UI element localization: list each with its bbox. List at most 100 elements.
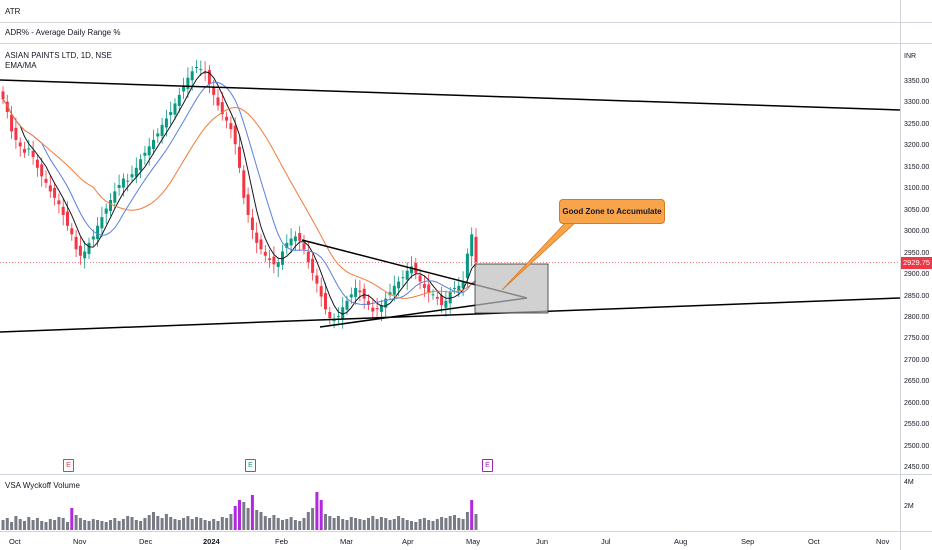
volume-bar xyxy=(367,518,370,530)
price-tick-label: 2450.00 xyxy=(904,464,930,472)
volume-bar xyxy=(465,512,469,530)
candle-body xyxy=(220,102,224,115)
candle-body xyxy=(207,69,211,85)
candle-body xyxy=(225,116,229,121)
volume-bar xyxy=(461,519,465,530)
volume-bar xyxy=(195,517,198,530)
price-tick-label: 2800.00 xyxy=(904,313,930,321)
adr-indicator-label[interactable]: ADR% - Average Daily Range % xyxy=(5,28,121,37)
earnings-event-icon[interactable]: E xyxy=(482,459,493,472)
candle-body xyxy=(177,94,181,107)
volume-bar xyxy=(375,519,379,530)
volume-bar xyxy=(14,516,18,530)
candle-body xyxy=(1,91,5,100)
volume-bar xyxy=(207,521,211,530)
candle-body xyxy=(435,296,439,299)
volume-bar xyxy=(130,517,134,530)
candle-body xyxy=(10,114,14,132)
candle-body xyxy=(113,191,117,203)
pane-separator[interactable] xyxy=(0,43,932,44)
candle-body xyxy=(259,239,263,250)
candle-body xyxy=(289,238,293,246)
volume-indicator-label[interactable]: VSA Wyckoff Volume xyxy=(5,481,80,490)
volume-bar xyxy=(35,518,39,530)
candle-body xyxy=(306,251,310,263)
volume-bar xyxy=(216,521,220,530)
volume-bar xyxy=(298,521,302,530)
volume-bar xyxy=(328,516,332,530)
volume-bar xyxy=(23,521,26,530)
volume-bar xyxy=(40,521,44,530)
earnings-event-icon[interactable]: E xyxy=(63,459,74,472)
lower-trendline xyxy=(0,297,901,333)
candle-body xyxy=(91,236,95,240)
candle-body xyxy=(319,286,323,297)
earnings-event-icon[interactable]: E xyxy=(245,459,256,472)
candle-body xyxy=(410,266,413,274)
volume-bar xyxy=(255,510,259,530)
volume-bar xyxy=(31,520,35,530)
volume-bar xyxy=(371,516,375,530)
volume-bar xyxy=(1,520,5,530)
candle-body xyxy=(27,148,31,150)
price-tick-label: 3050.00 xyxy=(904,206,930,214)
candle-body xyxy=(130,174,134,178)
price-tick-label: 2500.00 xyxy=(904,442,930,450)
candle-body xyxy=(302,243,306,250)
volume-bar xyxy=(212,519,216,530)
candle-body xyxy=(126,180,130,182)
candle-body xyxy=(250,217,254,231)
candle-body xyxy=(229,123,233,130)
volume-bar xyxy=(156,516,160,530)
candle-body xyxy=(345,300,349,310)
candle-body xyxy=(324,293,327,310)
volume-bar xyxy=(259,512,263,530)
candle-body xyxy=(431,294,435,296)
candle-body xyxy=(444,300,448,308)
volume-bar xyxy=(27,517,31,530)
candle-body xyxy=(74,236,78,250)
atr-indicator-label[interactable]: ATR xyxy=(5,7,21,16)
volume-bar xyxy=(418,519,422,530)
candle-body xyxy=(397,281,401,289)
price-tick-label: 2850.00 xyxy=(904,292,930,300)
candle-body xyxy=(263,251,267,256)
volume-bar xyxy=(152,512,155,530)
candle-body xyxy=(31,151,35,158)
candle-body xyxy=(83,251,87,259)
volume-bar xyxy=(5,518,9,530)
volume-bar xyxy=(250,495,254,530)
candle-body xyxy=(18,142,22,147)
volume-bar xyxy=(48,519,52,530)
price-tick-label: 3100.00 xyxy=(904,185,930,193)
annotation-callout[interactable]: Good Zone to Accumulate xyxy=(559,199,665,224)
candle-body xyxy=(354,287,358,297)
volume-bar xyxy=(104,522,108,530)
candle-body xyxy=(315,275,319,284)
volume-bar xyxy=(83,520,87,530)
ema-ma-indicator-label[interactable]: EMA/MA xyxy=(5,61,37,70)
candle-body xyxy=(470,234,474,257)
price-tick-label: 3350.00 xyxy=(904,78,930,85)
volume-bar xyxy=(362,520,366,530)
volume-bar xyxy=(18,519,22,530)
currency-label[interactable]: INR xyxy=(904,53,917,60)
symbol-title[interactable]: ASIAN PAINTS LTD, 1D, NSE xyxy=(5,51,112,60)
volume-bar xyxy=(427,520,431,530)
candle-body xyxy=(328,311,332,318)
volume-bar xyxy=(263,516,267,530)
volume-bar xyxy=(401,518,405,530)
candle-body xyxy=(134,167,138,177)
pane-separator[interactable] xyxy=(0,474,932,475)
candle-body xyxy=(40,164,44,177)
candle-body xyxy=(44,178,48,183)
candle-body xyxy=(276,262,280,267)
candle-body xyxy=(405,270,409,280)
pane-separator[interactable] xyxy=(0,22,932,23)
candle-body xyxy=(121,178,125,188)
candle-body xyxy=(152,139,155,149)
volume-bar xyxy=(109,520,112,530)
volume-bar xyxy=(220,517,224,530)
volume-bar xyxy=(431,521,435,530)
